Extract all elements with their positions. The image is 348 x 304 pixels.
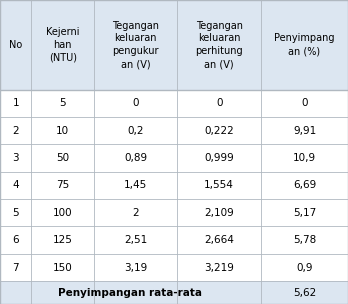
Text: 0: 0 <box>301 98 308 108</box>
Text: 1: 1 <box>12 98 19 108</box>
Text: 6: 6 <box>12 235 19 245</box>
Text: 10: 10 <box>56 126 69 136</box>
Text: 3,19: 3,19 <box>124 263 147 272</box>
Text: 2,51: 2,51 <box>124 235 147 245</box>
Text: Tegangan
keluaran
pengukur
an (V): Tegangan keluaran pengukur an (V) <box>112 21 159 69</box>
Text: 75: 75 <box>56 181 69 190</box>
Text: 5: 5 <box>12 208 19 218</box>
Text: No: No <box>9 40 22 50</box>
Text: 2,664: 2,664 <box>204 235 234 245</box>
Text: 0,9: 0,9 <box>296 263 313 272</box>
Text: 0,2: 0,2 <box>127 126 144 136</box>
Text: Penyimpangan rata-rata: Penyimpangan rata-rata <box>58 288 203 298</box>
Text: 50: 50 <box>56 153 69 163</box>
Text: 4: 4 <box>12 181 19 190</box>
Text: 1,45: 1,45 <box>124 181 147 190</box>
Bar <box>0 0 348 90</box>
Text: Tegangan
keluaran
perhitung
an (V): Tegangan keluaran perhitung an (V) <box>196 21 243 69</box>
Bar <box>0 281 348 304</box>
Text: 5,62: 5,62 <box>293 288 316 298</box>
Text: 0: 0 <box>216 98 222 108</box>
Text: 125: 125 <box>53 235 73 245</box>
Text: 0,89: 0,89 <box>124 153 147 163</box>
Text: 100: 100 <box>53 208 72 218</box>
Text: 150: 150 <box>53 263 72 272</box>
Text: 5,17: 5,17 <box>293 208 316 218</box>
Text: 2: 2 <box>132 208 139 218</box>
Text: 6,69: 6,69 <box>293 181 316 190</box>
Text: Kejerni
han
(NTU): Kejerni han (NTU) <box>46 27 79 63</box>
Text: 0: 0 <box>133 98 139 108</box>
Text: 9,91: 9,91 <box>293 126 316 136</box>
Text: 2: 2 <box>12 126 19 136</box>
Text: 1,554: 1,554 <box>204 181 234 190</box>
Text: Penyimpang
an (%): Penyimpang an (%) <box>274 33 335 56</box>
Text: 7: 7 <box>12 263 19 272</box>
Text: 0,222: 0,222 <box>204 126 234 136</box>
Text: 2,109: 2,109 <box>204 208 234 218</box>
Text: 0,999: 0,999 <box>204 153 234 163</box>
Text: 10,9: 10,9 <box>293 153 316 163</box>
Text: 3,219: 3,219 <box>204 263 234 272</box>
Text: 5: 5 <box>59 98 66 108</box>
Text: 3: 3 <box>12 153 19 163</box>
Text: 5,78: 5,78 <box>293 235 316 245</box>
